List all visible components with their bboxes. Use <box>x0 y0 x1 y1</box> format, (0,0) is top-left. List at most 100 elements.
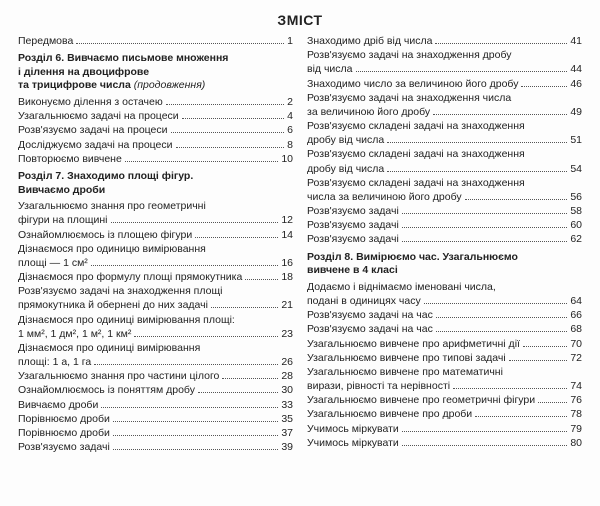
toc-leader-dots <box>521 78 567 86</box>
toc-entry-label: за величиною його дробу <box>307 105 430 119</box>
toc-entry: Узагальнюємо задачі на процеси4 <box>18 109 293 123</box>
toc-entry: Узагальнюємо вивчене про арифметичні дії… <box>307 337 582 351</box>
toc-entry-label: Дізнаємося про одиниці вимірювання площі… <box>18 313 293 327</box>
toc-entry-label: Ознайомлюємось із поняттям дробу <box>18 383 195 397</box>
toc-entry: Узагальнюємо знання про геометричніфігур… <box>18 199 293 227</box>
toc-page-number: 51 <box>570 133 582 147</box>
toc-entry: Ознайомлюємось із площею фігури14 <box>18 228 293 242</box>
toc-leader-dots <box>387 163 567 171</box>
toc-page: ЗМІСТ Передмова1Розділ 6. Вивчаємо письм… <box>0 0 600 506</box>
toc-title: ЗМІСТ <box>18 12 582 28</box>
toc-entry-label: Узагальнюємо вивчене про дроби <box>307 407 472 421</box>
toc-page-number: 23 <box>281 327 293 341</box>
toc-leader-dots <box>125 153 279 161</box>
toc-leader-dots <box>101 399 278 407</box>
toc-entry: Учимось міркувати80 <box>307 436 582 450</box>
toc-leader-dots <box>436 324 567 332</box>
toc-page-number: 56 <box>570 190 582 204</box>
toc-page-number: 44 <box>570 62 582 76</box>
toc-leader-dots <box>402 423 568 431</box>
toc-page-number: 28 <box>281 369 293 383</box>
toc-entry-label: подані в одиницях часу <box>307 294 421 308</box>
toc-page-number: 2 <box>287 95 293 109</box>
toc-entry-label: площі: 1 а, 1 га <box>18 355 91 369</box>
toc-entry-label: Розв'язуємо задачі на знаходження дробу <box>307 48 582 62</box>
toc-columns: Передмова1Розділ 6. Вивчаємо письмове мн… <box>18 34 582 454</box>
toc-entry-label: Узагальнюємо знання про геометричні <box>18 199 293 213</box>
toc-page-number: 58 <box>570 204 582 218</box>
toc-page-number: 10 <box>281 152 293 166</box>
toc-leader-dots <box>402 437 568 445</box>
toc-section-heading: Розділ 8. Вимірюємо час. Узагальнюємовив… <box>307 251 582 278</box>
toc-page-number: 6 <box>287 123 293 137</box>
toc-entry: Дізнаємося про формулу площі прямокутник… <box>18 270 293 284</box>
toc-entry: Повторюємо вивчене10 <box>18 152 293 166</box>
toc-entry: Порівнюємо дроби37 <box>18 426 293 440</box>
toc-entry-label: Розв'язуємо задачі <box>307 204 399 218</box>
toc-leader-dots <box>111 215 279 223</box>
toc-leader-dots <box>195 229 278 237</box>
toc-leader-dots <box>76 36 284 44</box>
toc-page-number: 80 <box>570 436 582 450</box>
toc-entry-label: Дізнаємося про одиницю вимірювання <box>18 242 293 256</box>
toc-entry-label: числа за величиною його дробу <box>307 190 462 204</box>
toc-page-number: 54 <box>570 162 582 176</box>
toc-leader-dots <box>424 296 568 304</box>
toc-entry-label: вирази, рівності та нерівності <box>307 379 450 393</box>
toc-entry: Розв'язуємо задачі 60 <box>307 218 582 232</box>
toc-page-number: 62 <box>570 232 582 246</box>
toc-entry-label: фігури на площині <box>18 213 108 227</box>
toc-page-number: 14 <box>281 228 293 242</box>
toc-entry-label: Вивчаємо дроби <box>18 398 98 412</box>
toc-entry-label: Узагальнюємо вивчене про математичні <box>307 365 582 379</box>
toc-leader-dots <box>402 220 567 228</box>
toc-entry-label: Порівнюємо дроби <box>18 426 110 440</box>
toc-entry-label: дробу від числа <box>307 133 384 147</box>
toc-entry: Дізнаємося про одиницю вимірюванняплощі … <box>18 242 293 270</box>
toc-leader-dots <box>475 409 567 417</box>
toc-leader-dots <box>134 328 278 336</box>
toc-left-column: Передмова1Розділ 6. Вивчаємо письмове мн… <box>18 34 293 454</box>
toc-entry: Розв'язуємо задачі на час68 <box>307 322 582 336</box>
toc-page-number: 78 <box>570 407 582 421</box>
toc-entry-label: Досліджуємо задачі на процеси <box>18 138 173 152</box>
toc-page-number: 74 <box>570 379 582 393</box>
toc-entry-label: прямокутника й обернені до них задачі <box>18 298 208 312</box>
toc-page-number: 30 <box>281 383 293 397</box>
toc-entry: Досліджуємо задачі на процеси8 <box>18 138 293 152</box>
toc-leader-dots <box>435 36 567 44</box>
toc-leader-dots <box>356 64 568 72</box>
toc-entry-label: Розв'язуємо задачі <box>18 440 110 454</box>
toc-section-heading: Розділ 7. Знаходимо площі фігур.Вивчаємо… <box>18 170 293 197</box>
toc-leader-dots <box>198 385 278 393</box>
toc-entry: Виконуємо ділення з остачею 2 <box>18 95 293 109</box>
toc-entry-label: Виконуємо ділення з остачею <box>18 95 163 109</box>
toc-entry: Розв'язуємо складені задачі на знаходжен… <box>307 176 582 204</box>
toc-entry-label: Розв'язуємо задачі на час <box>307 308 433 322</box>
toc-leader-dots <box>465 192 568 200</box>
toc-entry: Узагальнюємо вивчене про дроби 78 <box>307 407 582 421</box>
toc-entry-label: Передмова <box>18 34 73 48</box>
toc-entry: Розв'язуємо складені задачі на знаходжен… <box>307 119 582 147</box>
toc-entry-label: площі — 1 см² <box>18 256 88 270</box>
toc-leader-dots <box>453 381 567 389</box>
toc-page-number: 79 <box>570 422 582 436</box>
toc-entry-label: від числа <box>307 62 353 76</box>
toc-page-number: 60 <box>570 218 582 232</box>
toc-leader-dots <box>182 111 284 119</box>
toc-page-number: 18 <box>281 270 293 284</box>
toc-leader-dots <box>113 428 278 436</box>
toc-leader-dots <box>113 442 278 450</box>
toc-page-number: 68 <box>570 322 582 336</box>
toc-entry: Узагальнюємо вивчене про типові задачі72 <box>307 351 582 365</box>
toc-entry-label: Порівнюємо дроби <box>18 412 110 426</box>
toc-page-number: 35 <box>281 412 293 426</box>
toc-page-number: 49 <box>570 105 582 119</box>
toc-entry: Узагальнюємо вивчене про математичнівира… <box>307 365 582 393</box>
toc-page-number: 33 <box>281 398 293 412</box>
toc-entry: Знаходимо дріб від числа41 <box>307 34 582 48</box>
toc-leader-dots <box>538 395 567 403</box>
toc-page-number: 66 <box>570 308 582 322</box>
toc-entry-label: Розв'язуємо задачі <box>307 218 399 232</box>
toc-entry-label: 1 мм², 1 дм², 1 м², 1 км² <box>18 327 131 341</box>
